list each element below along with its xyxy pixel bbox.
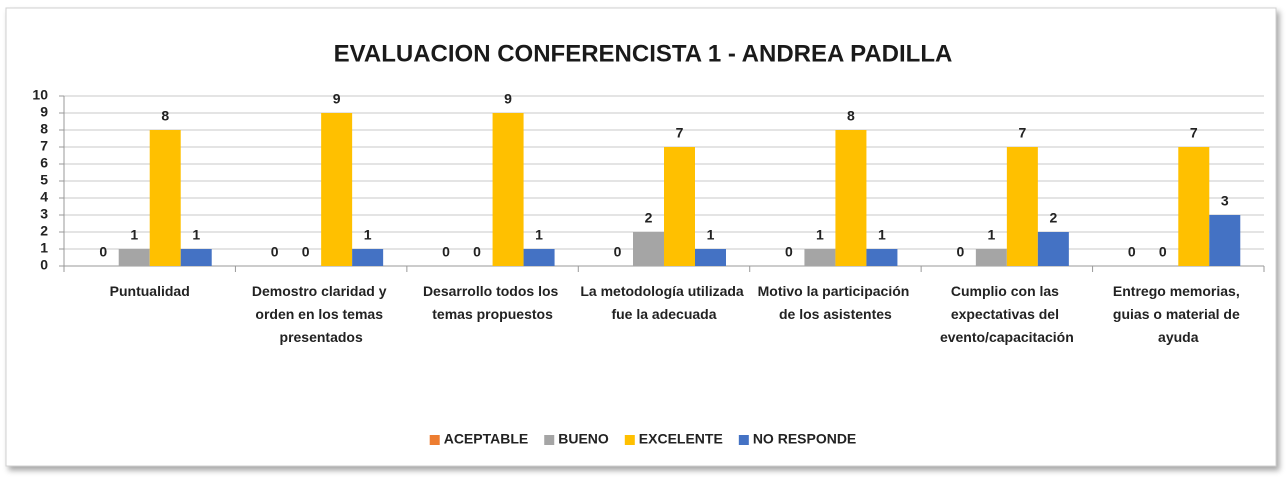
legend-swatch bbox=[544, 435, 555, 445]
data-label: 1 bbox=[816, 227, 824, 243]
bar bbox=[975, 249, 1007, 266]
y-tick-label: 5 bbox=[40, 172, 48, 188]
bar bbox=[118, 249, 150, 266]
data-label: 1 bbox=[878, 227, 886, 243]
data-label: 0 bbox=[442, 244, 450, 260]
x-tick-label: Cumplio con las expectativas del evento/… bbox=[940, 283, 1074, 345]
data-label: 8 bbox=[161, 108, 169, 124]
bar bbox=[835, 130, 867, 266]
chart-title: EVALUACION CONFERENCISTA 1 - ANDREA PADI… bbox=[334, 40, 953, 67]
data-label: 1 bbox=[707, 227, 715, 243]
data-label: 3 bbox=[1221, 193, 1229, 209]
legend-label: BUENO bbox=[558, 431, 609, 447]
data-label: 1 bbox=[192, 227, 200, 243]
data-label: 1 bbox=[130, 227, 138, 243]
y-tick-label: 10 bbox=[32, 87, 48, 103]
bar bbox=[149, 130, 181, 266]
data-label: 0 bbox=[99, 244, 107, 260]
bar bbox=[180, 249, 212, 266]
data-label: 1 bbox=[535, 227, 543, 243]
legend-label: EXCELENTE bbox=[639, 431, 723, 447]
y-tick-label: 7 bbox=[40, 138, 48, 154]
data-label: 7 bbox=[1018, 125, 1026, 141]
data-label: 1 bbox=[987, 227, 995, 243]
x-tick-label: Desarrollo todos los temas propuestos bbox=[423, 283, 562, 322]
data-label: 0 bbox=[271, 244, 279, 260]
legend-swatch bbox=[624, 435, 635, 445]
y-tick-label: 6 bbox=[40, 155, 48, 171]
x-tick-label: Puntualidad bbox=[110, 283, 190, 299]
bar bbox=[633, 232, 664, 266]
data-label: 9 bbox=[333, 91, 341, 107]
data-label: 9 bbox=[504, 91, 512, 107]
y-tick-label: 1 bbox=[40, 240, 48, 256]
legend-label: ACEPTABLE bbox=[444, 431, 529, 447]
data-label: 0 bbox=[1128, 244, 1136, 260]
bar bbox=[866, 249, 898, 266]
data-label: 8 bbox=[847, 108, 855, 124]
bar bbox=[352, 249, 384, 266]
data-label: 0 bbox=[614, 244, 622, 260]
bar bbox=[1209, 215, 1241, 266]
bar bbox=[523, 249, 555, 266]
data-label: 7 bbox=[1190, 125, 1198, 141]
bar bbox=[695, 249, 726, 266]
legend-label: NO RESPONDE bbox=[753, 431, 856, 447]
bar bbox=[664, 147, 695, 266]
data-label: 0 bbox=[1159, 244, 1167, 260]
data-label: 2 bbox=[1049, 210, 1057, 226]
data-label: 0 bbox=[956, 244, 964, 260]
data-label: 0 bbox=[302, 244, 310, 260]
legend-swatch bbox=[738, 435, 749, 445]
bar bbox=[1178, 147, 1210, 266]
y-tick-label: 0 bbox=[40, 257, 48, 273]
y-tick-label: 4 bbox=[40, 189, 48, 205]
y-tick-label: 2 bbox=[40, 223, 48, 239]
y-tick-label: 9 bbox=[40, 104, 48, 120]
bar bbox=[1006, 147, 1038, 266]
bar bbox=[492, 113, 524, 266]
data-label: 0 bbox=[785, 244, 793, 260]
x-tick-label: Motivo la participación de los asistente… bbox=[758, 283, 914, 322]
y-tick-label: 8 bbox=[40, 121, 48, 137]
legend-swatch bbox=[429, 435, 440, 445]
x-tick-label: Entrego memorias, guias o material de ay… bbox=[1113, 283, 1244, 345]
bar bbox=[1037, 232, 1069, 266]
x-tick-label: Demostro claridad y orden en los temas p… bbox=[252, 283, 391, 345]
bar bbox=[321, 113, 353, 266]
x-tick-label: La metodología utilizada fue la adecuada bbox=[580, 283, 747, 322]
y-tick-label: 3 bbox=[40, 206, 48, 222]
bar bbox=[804, 249, 836, 266]
data-label: 1 bbox=[364, 227, 372, 243]
data-label: 2 bbox=[645, 210, 653, 226]
data-label: 0 bbox=[473, 244, 481, 260]
data-label: 7 bbox=[676, 125, 684, 141]
